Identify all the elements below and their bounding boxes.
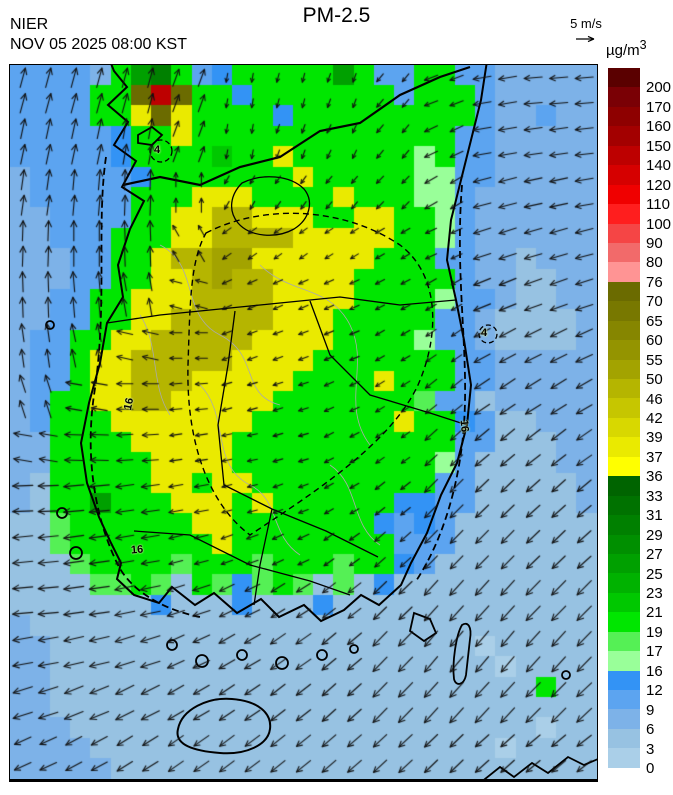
colorbar: [608, 68, 640, 768]
colorbar-segment: [608, 106, 640, 127]
colorbar-segment: [608, 398, 640, 418]
colorbar-segment: [608, 417, 640, 438]
colorbar-tick-label: 76: [646, 273, 663, 291]
colorbar-tick-label: 23: [646, 585, 663, 602]
colorbar-segment: [608, 68, 640, 88]
colorbar-tick-label: 42: [646, 410, 663, 427]
colorbar-tick-label: 110: [646, 196, 670, 214]
colorbar-segment: [608, 476, 640, 496]
page-title: PM-2.5: [302, 4, 371, 27]
colorbar-tick-label: 17: [646, 643, 663, 661]
colorbar-segment: [608, 495, 640, 516]
colorbar-tick-label: 6: [646, 721, 655, 739]
colorbar-segment: [608, 262, 640, 282]
colorbar-tick-label: 9: [646, 701, 655, 719]
colorbar-tick-label: 36: [646, 468, 663, 486]
contour-value-label: 4: [481, 327, 488, 339]
colorbar-labels: 200 170 160 150 140 120 110 100 90 80 76 70 65 60 55 50…: [646, 68, 673, 777]
contour-value-label: 4: [154, 144, 161, 156]
colorbar-segment: [608, 437, 640, 457]
colorbar-segment: [608, 748, 640, 768]
colorbar-tick-label: 140: [646, 157, 672, 175]
colorbar-segment: [608, 184, 640, 205]
colorbar-tick-label: 21: [646, 604, 663, 622]
colorbar-tick-label: 90: [646, 235, 663, 252]
agency-label: NIER: [10, 16, 49, 33]
colorbar-tick-label: 29: [646, 526, 663, 544]
colorbar-tick-label: 170: [646, 98, 672, 116]
pm25-map: 16 16 16 4 4: [9, 64, 598, 782]
colorbar-segment: [608, 651, 640, 671]
colorbar-segment: [608, 379, 640, 399]
colorbar-tick-label: 80: [646, 254, 663, 272]
colorbar-segment: [608, 709, 640, 729]
wind-reference-label: 5 m/s: [570, 16, 602, 31]
colorbar-tick-label: 100: [646, 215, 672, 233]
colorbar-tick-label: 150: [646, 137, 672, 155]
colorbar-tick-label: 3: [646, 740, 655, 758]
colorbar-tick-label: 19: [646, 623, 663, 641]
colorbar-tick-label: 160: [646, 118, 672, 136]
colorbar-segment: [608, 340, 640, 360]
colorbar-segment: [608, 553, 640, 574]
colorbar-segment: [608, 126, 640, 146]
colorbar-tick-label: 70: [646, 293, 663, 311]
colorbar-segment: [608, 592, 640, 613]
colorbar-segment: [608, 165, 640, 185]
colorbar-tick-label: 27: [646, 546, 663, 564]
colorbar-segment: [608, 320, 640, 341]
wind-vectors-canvas: [10, 65, 597, 779]
colorbar-tick-label: 33: [646, 487, 663, 505]
colorbar-segment: [608, 670, 640, 690]
colorbar-tick-label: 50: [646, 371, 663, 389]
colorbar-segment: [608, 281, 640, 302]
colorbar-tick-label: 39: [646, 429, 663, 447]
colorbar-segment: [608, 612, 640, 632]
wind-reference-arrow-icon: [576, 35, 595, 43]
colorbar-segment: [608, 204, 640, 224]
contour-value-label: 16: [121, 396, 137, 412]
colorbar-tick-label: 37: [646, 448, 663, 466]
colorbar-segment: [608, 534, 640, 554]
colorbar-tick-label: 120: [646, 176, 672, 194]
colorbar-segment: [608, 223, 640, 243]
colorbar-segment: [608, 728, 640, 749]
colorbar-segment: [608, 242, 640, 263]
colorbar-segment: [608, 573, 640, 593]
colorbar-tick-label: 65: [646, 312, 663, 330]
contour-value-label: 16: [457, 419, 471, 433]
colorbar-segment: [608, 631, 640, 652]
colorbar-segment: [608, 145, 640, 166]
datetime-label: NOV 05 2025 08:00 KST: [10, 36, 187, 53]
colorbar-segment: [608, 690, 640, 710]
colorbar-segment: [608, 515, 640, 535]
colorbar-tick-label: 16: [646, 662, 663, 680]
colorbar-segment: [608, 456, 640, 477]
colorbar-segment: [608, 359, 640, 379]
colorbar-segment: [608, 301, 640, 321]
colorbar-tick-label: 25: [646, 565, 663, 583]
colorbar-tick-label: 12: [646, 682, 663, 700]
contour-value-label: 16: [130, 543, 144, 557]
colorbar-tick-label: 0: [646, 760, 655, 777]
colorbar-tick-label: 55: [646, 351, 663, 369]
colorbar-units-label: µg/m3: [606, 38, 647, 59]
colorbar-tick-label: 200: [646, 79, 672, 97]
colorbar-tick-label: 46: [646, 390, 663, 408]
colorbar-tick-label: 60: [646, 332, 663, 350]
colorbar-tick-label: 31: [646, 507, 663, 525]
colorbar-segment: [608, 87, 640, 107]
